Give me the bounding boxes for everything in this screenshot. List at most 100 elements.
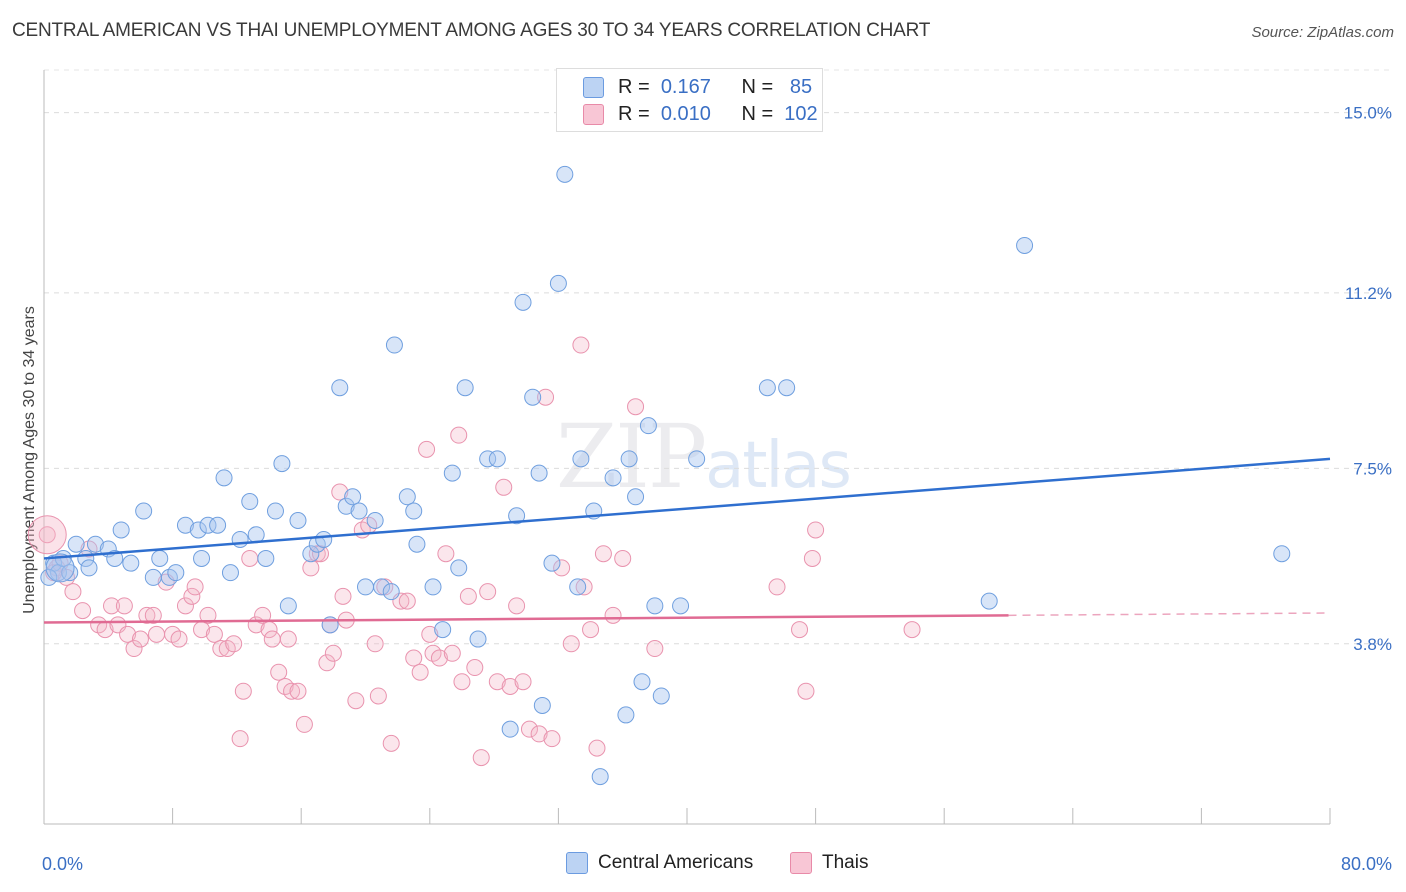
central-american-point bbox=[167, 564, 185, 582]
y-tick-label: 11.2% bbox=[1345, 284, 1392, 303]
central-american-point bbox=[215, 469, 233, 487]
central-american-point bbox=[273, 455, 291, 473]
central-american-point bbox=[569, 578, 587, 596]
thai-point bbox=[437, 545, 455, 563]
central-american-point bbox=[122, 554, 140, 572]
central-american-point bbox=[543, 554, 561, 572]
thai-point bbox=[64, 583, 82, 601]
central-american-point bbox=[1016, 236, 1034, 254]
thai-point bbox=[604, 606, 622, 624]
thai-point bbox=[495, 478, 513, 496]
central-american-point bbox=[604, 469, 622, 487]
central-american-point bbox=[533, 696, 551, 714]
stats-legend: R = 0.167 N = 85 R = 0.010 N = 102 bbox=[556, 68, 823, 132]
thai-point bbox=[582, 621, 600, 639]
thai-point bbox=[115, 597, 133, 615]
central-american-point bbox=[331, 379, 349, 397]
thai-point bbox=[212, 640, 230, 658]
thai-point bbox=[369, 687, 387, 705]
thai-point bbox=[311, 545, 329, 563]
central-american-point bbox=[221, 564, 239, 582]
central-american-point bbox=[980, 592, 998, 610]
thai-point bbox=[501, 677, 519, 695]
thai-point bbox=[241, 549, 259, 567]
thai-point-large bbox=[27, 515, 67, 555]
thai-point bbox=[331, 483, 349, 501]
thai-point bbox=[553, 559, 571, 577]
central-american-point bbox=[151, 549, 169, 567]
thai-point bbox=[170, 630, 188, 648]
central-american-point bbox=[357, 578, 374, 596]
thai-point bbox=[594, 545, 612, 563]
central-american-point bbox=[572, 450, 590, 468]
thai-point bbox=[543, 730, 561, 748]
thai-point bbox=[466, 659, 484, 677]
central-american-point bbox=[617, 706, 635, 724]
source-label: Source: ZipAtlas.com bbox=[1251, 24, 1394, 41]
bottom-legend-thais: Thais bbox=[790, 852, 868, 874]
central-american-point bbox=[135, 502, 153, 520]
central-american-point bbox=[591, 768, 609, 786]
legend-n-label: N = bbox=[741, 75, 774, 98]
thai-point bbox=[807, 521, 825, 539]
thai-point bbox=[537, 388, 555, 406]
thai-point bbox=[334, 587, 352, 605]
central-american-point bbox=[501, 720, 519, 738]
central-american-point bbox=[257, 549, 275, 567]
thai-point bbox=[479, 583, 497, 601]
thai-point bbox=[148, 625, 166, 643]
thai-point bbox=[279, 630, 297, 648]
legend-n-value: 102 bbox=[784, 102, 818, 125]
central-american-point bbox=[639, 417, 657, 435]
thai-trendline-extension bbox=[1008, 612, 1331, 617]
chart-title: CENTRAL AMERICAN VS THAI UNEMPLOYMENT AM… bbox=[12, 20, 931, 41]
thai-point bbox=[186, 578, 204, 596]
thai-point bbox=[488, 673, 506, 691]
central-american-point-large bbox=[45, 553, 75, 583]
central-american-point bbox=[302, 545, 320, 563]
thai-point bbox=[791, 621, 809, 639]
central-american-point bbox=[398, 488, 416, 506]
central-american-point bbox=[231, 530, 249, 548]
thai-point bbox=[366, 635, 384, 653]
thai-point bbox=[347, 692, 365, 710]
thai-point bbox=[398, 592, 416, 610]
bottom-legend-label: Thais bbox=[822, 852, 869, 873]
thai-point bbox=[472, 749, 490, 767]
central-american-point bbox=[469, 630, 487, 648]
thai-point bbox=[324, 644, 342, 662]
thai-point bbox=[646, 640, 664, 658]
central-american-point bbox=[344, 488, 362, 506]
central-american-point bbox=[405, 502, 423, 520]
thai-point bbox=[234, 682, 252, 700]
legend-row-thais: R = 0.010 N = 102 bbox=[583, 103, 818, 125]
bottom-legend-central-americans: Central Americans bbox=[566, 852, 753, 874]
thai-point bbox=[74, 602, 92, 620]
central-american-point bbox=[424, 578, 442, 596]
central-american-point bbox=[456, 379, 474, 397]
central-american-point bbox=[337, 497, 355, 515]
thai-point bbox=[803, 549, 821, 567]
thai-point bbox=[588, 739, 606, 757]
thai-point bbox=[508, 597, 526, 615]
thai-point bbox=[530, 725, 548, 743]
central-american-point bbox=[620, 450, 638, 468]
legend-r-label: R = bbox=[618, 75, 650, 98]
central-american-point bbox=[479, 450, 497, 468]
thai-point bbox=[302, 559, 320, 577]
central-american-point bbox=[450, 559, 468, 577]
y-tick-label: 3.8% bbox=[1353, 635, 1392, 654]
thai-trendline bbox=[43, 614, 1009, 624]
thai-point bbox=[38, 526, 56, 544]
thai-point bbox=[614, 549, 632, 567]
thai-point bbox=[225, 635, 243, 653]
legend-swatch-pink bbox=[583, 103, 604, 125]
watermark-zip: ZIP bbox=[556, 405, 707, 508]
bottom-legend-swatch-blue bbox=[566, 852, 588, 874]
thai-point bbox=[295, 715, 313, 733]
central-american-point bbox=[646, 597, 664, 615]
thai-point bbox=[797, 682, 815, 700]
central-american-point bbox=[382, 583, 400, 601]
x-tick-label: 0.0% bbox=[42, 854, 83, 874]
legend-r-label: R = bbox=[618, 102, 650, 125]
